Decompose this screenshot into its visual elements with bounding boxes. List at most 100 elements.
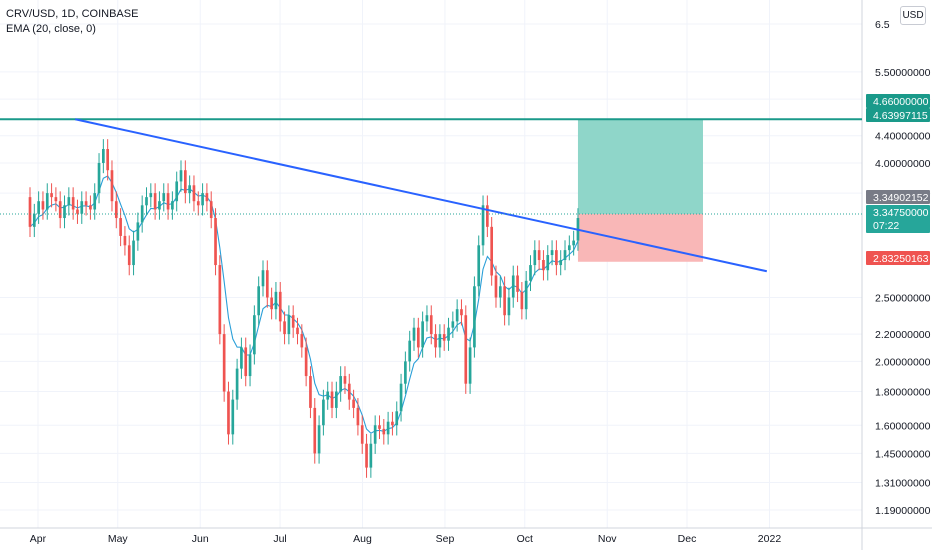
time-tick-label: 2022	[758, 533, 782, 545]
candle	[460, 299, 463, 326]
candle	[93, 183, 97, 220]
candle	[244, 337, 248, 387]
currency-button[interactable]: USD	[900, 6, 926, 25]
candle	[520, 281, 524, 320]
symbol-title: CRV/USD, 1D, COINBASE	[6, 8, 139, 20]
candle	[76, 199, 79, 224]
candle	[71, 187, 75, 220]
candle	[408, 330, 412, 372]
candle-body	[132, 240, 135, 266]
time-tick-label: Jun	[192, 533, 209, 545]
candle-body	[106, 149, 110, 171]
candle	[429, 305, 433, 345]
candle	[360, 415, 364, 454]
candle	[153, 183, 157, 220]
candle-body	[330, 391, 334, 408]
candle-body	[438, 334, 442, 348]
candle-body	[395, 411, 399, 426]
price-tag: 4.63997115	[866, 108, 930, 122]
candle	[123, 226, 127, 256]
candle	[158, 191, 161, 220]
candle	[477, 235, 481, 297]
candle-body	[529, 265, 532, 281]
candle-body	[473, 286, 476, 348]
candle	[309, 366, 312, 419]
price-tag-value: 3.34902152	[873, 192, 929, 204]
price-tag: 4.66000000	[866, 94, 930, 108]
candle-body	[567, 245, 571, 251]
candle-body	[343, 376, 347, 384]
candle-body	[123, 235, 127, 246]
candle	[54, 187, 58, 212]
candle-body	[71, 197, 75, 210]
candles	[28, 139, 580, 478]
trend-line[interactable]	[75, 118, 768, 273]
candle-body	[572, 240, 575, 246]
candle	[45, 183, 49, 220]
candle-body	[416, 327, 420, 348]
price-tag: 3.34902152	[866, 190, 930, 204]
candle-body	[37, 201, 40, 214]
candle	[335, 381, 338, 419]
candle	[89, 195, 92, 220]
candle-body	[317, 425, 321, 454]
candle-body	[257, 286, 261, 316]
candle	[421, 311, 424, 358]
candle	[468, 337, 472, 394]
candle	[507, 287, 511, 326]
price-tick-label: 1.31000000	[875, 477, 931, 489]
candle-body	[274, 291, 278, 310]
candle	[498, 276, 502, 308]
candle-body	[222, 334, 226, 392]
candle	[434, 324, 437, 358]
candle	[278, 281, 282, 332]
candle-body	[278, 291, 282, 322]
candle-body	[520, 291, 524, 310]
candle	[222, 324, 226, 402]
candle-body	[50, 193, 53, 198]
candle	[106, 139, 110, 181]
candle	[412, 317, 416, 351]
candle	[300, 324, 304, 358]
candle-body	[563, 250, 567, 261]
candle	[567, 235, 571, 261]
candle-body	[494, 275, 498, 298]
candle-body	[63, 205, 66, 219]
candle-body	[240, 347, 243, 369]
price-tag-bg	[866, 108, 930, 122]
ema-line	[29, 175, 579, 434]
candle	[28, 187, 32, 238]
candle-body	[149, 193, 153, 198]
candle	[322, 389, 325, 436]
candle-body	[408, 340, 412, 362]
candle	[352, 389, 355, 419]
candle-body	[313, 407, 317, 454]
profit-zone[interactable]	[577, 119, 703, 214]
price-tag-value: 2.83250163	[873, 253, 929, 265]
candle	[253, 305, 256, 365]
candle	[270, 287, 273, 320]
candle-body	[356, 407, 360, 426]
candle-body	[253, 315, 256, 355]
candle-body	[261, 270, 265, 287]
loss-zone[interactable]	[577, 213, 703, 262]
time-tick-label: Oct	[517, 533, 533, 545]
price-tick-label: 1.45000000	[875, 448, 931, 460]
candle-body	[369, 443, 373, 468]
candle-body	[214, 218, 217, 266]
candle-body	[421, 321, 424, 348]
candle	[231, 389, 235, 445]
price-axis: 6.55.500000005.000000004.400000004.00000…	[875, 19, 931, 517]
candle-body	[425, 315, 429, 322]
candle-body	[188, 185, 191, 194]
candle-body	[391, 421, 394, 426]
candle-body	[300, 334, 304, 348]
candle	[149, 183, 153, 208]
candle	[529, 255, 532, 292]
candle-body	[97, 162, 101, 194]
candle	[227, 381, 230, 445]
candle	[313, 398, 317, 464]
candle-body	[158, 201, 161, 210]
